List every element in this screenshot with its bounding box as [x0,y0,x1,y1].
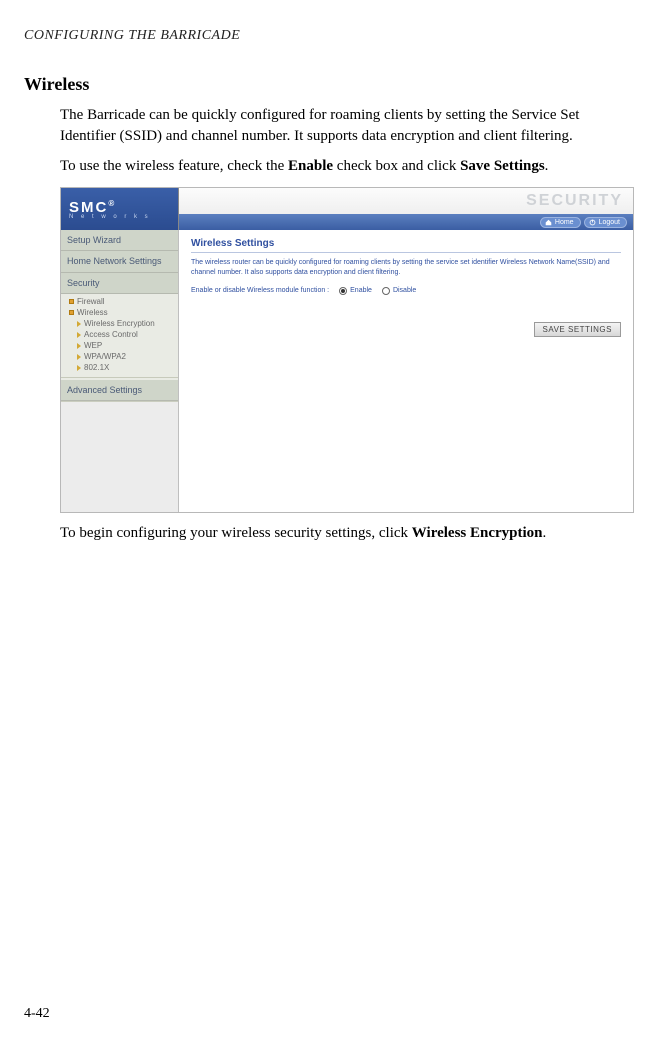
router-screenshot: SMC® N e t w o r k s SECURITY Home [60,187,634,513]
sidebar-item-wireless[interactable]: Wireless [67,307,178,318]
text: To begin configuring your wireless secur… [60,525,412,541]
label: Wireless Encryption [84,319,155,328]
radio-icon [339,287,347,295]
logout-button[interactable]: Logout [584,217,627,228]
label: Access Control [84,330,138,339]
text: . [545,158,549,174]
sidebar: Setup Wizard Home Network Settings Secur… [61,230,179,512]
panel-description: The wireless router can be quickly confi… [191,258,621,277]
sidebar-item-security[interactable]: Security [61,273,178,294]
sidebar-item-firewall[interactable]: Firewall [67,296,178,307]
content-pane: Wireless Settings The wireless router ca… [179,230,633,512]
running-head: CONFIGURING THE BARRICADE [24,28,630,44]
section-title: Wireless [24,74,630,95]
label: WPA/WPA2 [84,352,126,361]
arrow-icon [77,365,81,371]
save-settings-keyword: Save Settings [460,158,545,174]
label: WEP [84,341,102,350]
bullet-icon [69,299,74,304]
top-nav-strip: Home Logout [179,214,633,230]
text: To use the wireless feature, check the [60,158,288,174]
radio-icon [382,287,390,295]
text: check box and click [333,158,460,174]
home-button[interactable]: Home [540,217,581,228]
header-right: SECURITY Home Logout [179,188,633,230]
bullet-icon [69,310,74,315]
intro-paragraph: The Barricade can be quickly configured … [60,105,628,146]
sidebar-item-8021x[interactable]: 802.1X [67,362,178,373]
security-word: SECURITY [526,192,623,209]
arrow-icon [77,332,81,338]
sidebar-item-wpa[interactable]: WPA/WPA2 [67,351,178,362]
text: . [543,525,547,541]
security-band: SECURITY [179,188,633,214]
sidebar-item-advanced[interactable]: Advanced Settings [61,380,178,401]
sidebar-security-group: Firewall Wireless Wireless Encryption Ac… [61,294,178,375]
save-settings-button[interactable]: SAVE SETTINGS [534,322,621,337]
label: Firewall [77,297,105,306]
closing-paragraph: To begin configuring your wireless secur… [60,523,628,544]
wireless-toggle-row: Enable or disable Wireless module functi… [191,287,621,295]
sidebar-item-access-control[interactable]: Access Control [67,329,178,340]
radio-label: Disable [393,287,416,294]
home-label: Home [555,219,574,226]
wireless-encryption-keyword: Wireless Encryption [412,525,543,541]
page-number: 4-42 [24,1006,50,1022]
enable-instruction: To use the wireless feature, check the E… [60,156,628,177]
sidebar-filler [61,401,178,512]
screenshot-body: Setup Wizard Home Network Settings Secur… [61,230,633,512]
sidebar-item-wireless-encryption[interactable]: Wireless Encryption [67,318,178,329]
divider [61,377,178,378]
logout-label: Logout [599,219,620,226]
arrow-icon [77,321,81,327]
panel-title: Wireless Settings [191,238,621,253]
home-icon [545,219,552,226]
logo-area: SMC® N e t w o r k s [61,188,179,230]
arrow-icon [77,343,81,349]
registered-mark: ® [108,199,116,208]
sidebar-item-home-network[interactable]: Home Network Settings [61,251,178,273]
toggle-label: Enable or disable Wireless module functi… [191,287,329,294]
radio-label: Enable [350,287,372,294]
screenshot-header: SMC® N e t w o r k s SECURITY Home [61,188,633,230]
enable-keyword: Enable [288,158,333,174]
sidebar-item-setup-wizard[interactable]: Setup Wizard [61,230,178,251]
label: 802.1X [84,363,109,372]
logo-subtext: N e t w o r k s [69,214,178,220]
enable-radio[interactable]: Enable [339,287,372,295]
sidebar-item-wep[interactable]: WEP [67,340,178,351]
logout-icon [589,219,596,226]
label: Wireless [77,308,108,317]
arrow-icon [77,354,81,360]
disable-radio[interactable]: Disable [382,287,416,295]
